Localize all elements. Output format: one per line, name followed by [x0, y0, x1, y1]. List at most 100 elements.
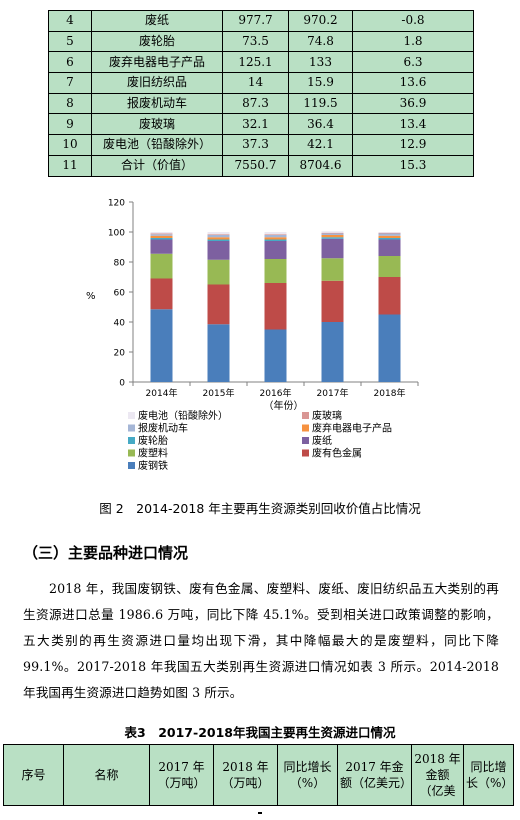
bar-segment [321, 238, 344, 259]
growth-rate: 13.6 [352, 72, 474, 94]
bar-segment [321, 280, 344, 322]
value-2017: 125.1 [222, 51, 289, 74]
bar-segment [264, 235, 287, 238]
import-table: 序号 名称 2017 年（万吨） 2018 年（万吨） 同比增长（%） 2017 年金额（… [3, 744, 514, 806]
bar-segment [264, 329, 287, 382]
legend-entry: 废玻璃 [312, 409, 342, 422]
legend-swatch [128, 437, 135, 444]
growth-rate: 15.3 [352, 154, 474, 177]
section-title: （三）主要品种进口情况 [23, 544, 189, 562]
y-axis-label: % [86, 291, 96, 302]
bar-segment [378, 233, 401, 236]
value-2018: 119.5 [288, 92, 353, 115]
bar-segment [150, 239, 173, 254]
table3-header-cell: 同比增长（%） [277, 744, 338, 806]
value-2018: 42.1 [288, 134, 353, 156]
bar-segment [207, 259, 230, 285]
legend-entry: 报废机动车 [138, 422, 188, 435]
bar-segment [378, 239, 401, 256]
growth-rate: 36.9 [352, 92, 474, 115]
bar-segment [150, 309, 173, 382]
bar-segment [378, 232, 401, 233]
body-paragraph: 2018 年，我国废钢铁、废有色金属、废塑料、废纸、废旧纺织品五大类别的再生资源… [23, 581, 499, 700]
bar-segment [207, 241, 230, 260]
value-2018: 74.8 [288, 30, 353, 53]
bar-segment [321, 233, 344, 235]
bar-segment [378, 277, 401, 315]
item-name: 废玻璃 [91, 113, 223, 136]
bar-segment [321, 237, 344, 239]
value-2017: 7550.7 [222, 154, 289, 177]
growth-rate: -0.8 [352, 10, 474, 32]
bar-segment [321, 232, 344, 234]
y-tick-label: 100 [108, 229, 125, 239]
bar-segment [321, 235, 344, 238]
legend-entry: 废塑料 [138, 447, 168, 460]
item-name: 废电池（铅酸除外） [91, 134, 223, 156]
figure-caption: 图 2 2014-2018 年主要再生资源类别回收价值占比情况 [99, 501, 421, 516]
legend-swatch [302, 424, 309, 432]
table-row: 5 废轮胎 73.5 74.8 1.8 [48, 30, 474, 53]
table3-header-cell: 序号 [3, 744, 64, 806]
value-2017: 32.1 [222, 113, 289, 136]
legend-entry: 废钢铁 [138, 459, 168, 472]
bar-segment [264, 259, 287, 283]
x-tick-label: 2018年 [374, 387, 406, 399]
bar-segment [378, 314, 401, 382]
table-row: 11 合计（价值） 7550.7 8704.6 15.3 [48, 154, 474, 177]
bar-segment [207, 234, 230, 235]
bar-segment [150, 233, 173, 235]
value-2018: 133 [288, 51, 353, 74]
growth-rate: 1.8 [352, 30, 474, 53]
table3-header-cell: 名称 [63, 744, 150, 806]
table3-header-cell: 2018 年（万吨） [213, 744, 278, 806]
legend-swatch [128, 449, 135, 457]
y-tick-label: 60 [114, 289, 126, 299]
value-2018: 15.9 [288, 72, 353, 94]
table3-header-cell: 2018 年金额（亿美 [411, 744, 464, 806]
value-2017: 73.5 [222, 30, 289, 53]
x-tick-label: 2017年 [317, 387, 349, 399]
bar-segment [150, 234, 173, 236]
item-name: 废旧纺织品 [91, 72, 223, 94]
growth-rate: 13.4 [352, 113, 474, 136]
table-row: 7 废旧纺织品 14 15.9 13.6 [48, 72, 474, 94]
item-name: 废弃电器电子产品 [91, 51, 223, 74]
recycling-value-table-body: 4 废纸 977.7 970.2 -0.8 5 废轮胎 73.5 74.8 1.8 6 废弃电器电子产… [48, 10, 474, 177]
bar-segment [321, 231, 344, 233]
chart-bars [150, 231, 401, 382]
growth-rate: 12.9 [352, 134, 474, 156]
y-tick-label: 20 [114, 349, 126, 359]
row-number: 10 [48, 134, 92, 156]
item-name: 废纸 [91, 10, 223, 32]
item-name: 废轮胎 [91, 30, 223, 53]
legend-swatch [128, 424, 135, 432]
bar-segment [264, 239, 287, 241]
legend-entry: 废电池（铅酸除外） [138, 409, 228, 422]
value-2018: 36.4 [288, 113, 353, 136]
row-number: 7 [48, 72, 92, 94]
bar-segment [321, 258, 344, 281]
bar-segment [207, 239, 230, 241]
legend-swatch [128, 462, 135, 469]
growth-rate: 6.3 [352, 51, 474, 74]
bar-segment [264, 232, 287, 235]
item-name: 合计（价值） [91, 154, 223, 177]
recycling-value-table: 4 废纸 977.7 970.2 -0.8 5 废轮胎 73.5 74.8 1.8 6 废弃电器电子产… [48, 10, 474, 177]
row-number: 11 [48, 154, 92, 177]
legend-entry: 废纸 [312, 434, 332, 447]
table-row: 9 废玻璃 32.1 36.4 13.4 [48, 113, 474, 136]
item-name: 报废机动车 [91, 92, 223, 115]
table3-header-cell: 同比增长（%） [463, 744, 514, 806]
y-tick-label: 40 [114, 319, 126, 329]
bar-segment [150, 278, 173, 310]
bar-segment [264, 237, 287, 240]
y-tick-label: 120 [108, 199, 125, 209]
table-row: 6 废弃电器电子产品 125.1 133 6.3 [48, 51, 474, 74]
bar-segment [150, 238, 173, 240]
bar-segment [264, 241, 287, 259]
table3-header-cell: 2017 年金额（亿美元） [337, 744, 412, 806]
bar-segment [207, 235, 230, 238]
legend-entry: 废轮胎 [138, 434, 168, 447]
